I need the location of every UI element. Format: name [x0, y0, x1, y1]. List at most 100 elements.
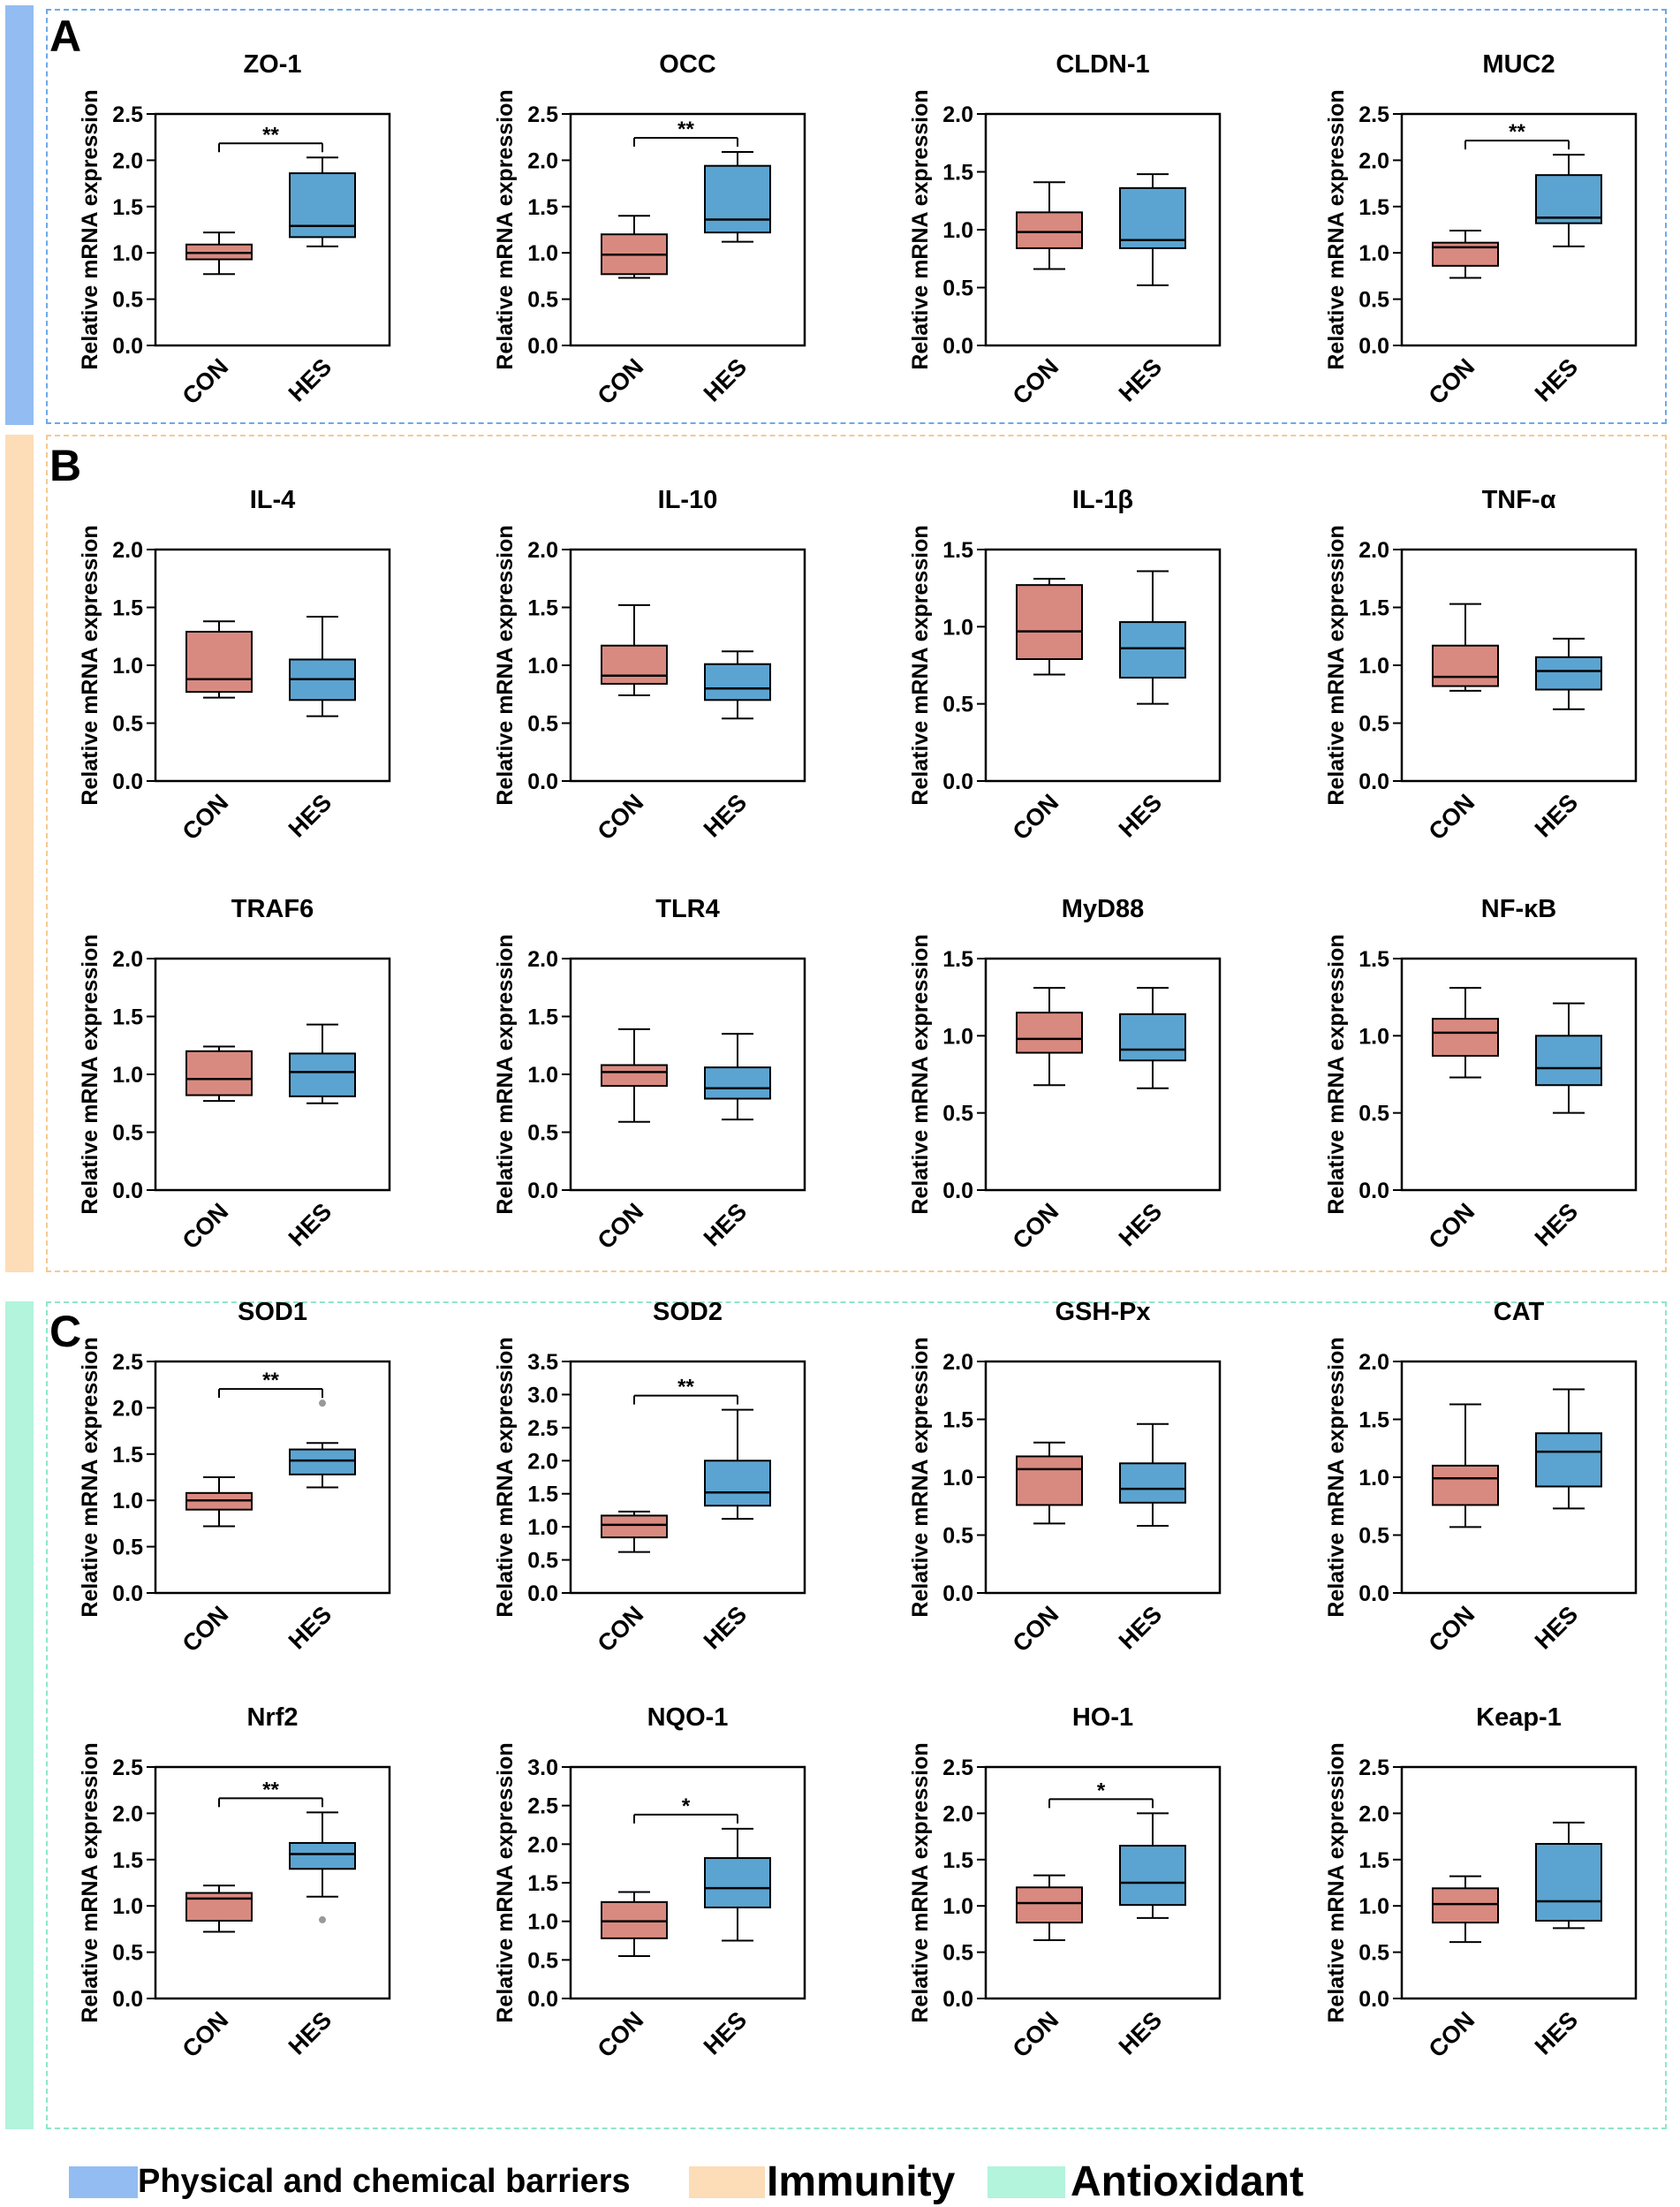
- x-tick-label-hes: HES: [699, 353, 752, 406]
- x-tick-label-hes: HES: [1114, 1601, 1167, 1654]
- sig-label: *: [1097, 1778, 1106, 1802]
- y-tick-label: 1.5: [112, 596, 143, 621]
- plot-frame: [569, 1360, 806, 1595]
- y-tick-label: 1.5: [112, 1005, 143, 1030]
- y-axis-label: Relative mRNA expression: [493, 1742, 518, 2022]
- chart-title-il-4: IL-4: [250, 486, 296, 514]
- y-tick-label: 1.0: [1358, 1894, 1389, 1919]
- y-tick-label: 0.0: [942, 770, 973, 794]
- y-axis-label: Relative mRNA expression: [908, 525, 933, 805]
- y-tick-label: 2.5: [112, 1350, 143, 1375]
- box-hes: [1119, 1845, 1186, 1907]
- y-tick-label: 2.5: [527, 1416, 558, 1441]
- plot-frame: [154, 1360, 391, 1595]
- y-tick-label: 0.0: [112, 1987, 143, 2012]
- y-tick-label: 1.5: [112, 1848, 143, 1873]
- y-axis-label: Relative mRNA expression: [493, 934, 518, 1214]
- box-hes: [1535, 1842, 1602, 1922]
- x-tick-label-hes: HES: [699, 1198, 752, 1251]
- x-tick-label-hes: HES: [284, 789, 337, 842]
- plot-frame: [984, 1765, 1222, 2000]
- y-tick-label: 1.5: [527, 1483, 558, 1507]
- y-tick-label: 0.0: [942, 1581, 973, 1606]
- panel-c-box: [46, 1301, 1667, 2129]
- box-con: [1016, 1455, 1083, 1506]
- y-axis-label: Relative mRNA expression: [908, 89, 933, 369]
- box-hes: [1535, 656, 1602, 691]
- y-tick-label: 2.5: [527, 1794, 558, 1819]
- y-tick-label: 0.0: [942, 1987, 973, 2012]
- plot-frame: [1400, 1360, 1638, 1595]
- y-tick-label: 0.0: [1358, 334, 1389, 359]
- y-tick-label: 1.0: [112, 654, 143, 679]
- y-tick-label: 0.0: [527, 770, 558, 794]
- y-tick-label: 0.0: [527, 1581, 558, 1606]
- y-tick-label: 1.5: [942, 161, 973, 186]
- y-axis-label: Relative mRNA expression: [78, 525, 102, 805]
- y-tick-label: 2.0: [527, 947, 558, 972]
- y-tick-label: 0.5: [112, 712, 143, 737]
- y-tick-label: 1.0: [1358, 654, 1389, 679]
- panel-a-box: [46, 9, 1667, 424]
- box-hes: [1119, 1462, 1186, 1504]
- y-tick-label: 1.0: [942, 615, 973, 640]
- y-tick-label: 2.0: [942, 102, 973, 127]
- y-tick-label: 0.5: [112, 1536, 143, 1560]
- legend-antioxidant-label: Antioxidant: [1071, 2158, 1304, 2205]
- y-tick-label: 0.5: [112, 1941, 143, 1966]
- y-tick-label: 0.0: [1358, 770, 1389, 794]
- legend-antioxidant-swatch: [988, 2166, 1065, 2198]
- x-tick-label-hes: HES: [699, 1601, 752, 1654]
- y-tick-label: 0.0: [1358, 1987, 1389, 2012]
- box-con: [1016, 211, 1083, 249]
- y-tick-label: 2.0: [527, 1449, 558, 1474]
- y-tick-label: 2.0: [112, 1396, 143, 1421]
- y-tick-label: 1.5: [527, 1005, 558, 1030]
- box-hes: [289, 1841, 356, 1870]
- y-tick-label: 2.5: [112, 102, 143, 127]
- y-tick-label: 0.5: [1358, 1524, 1389, 1549]
- chart-title-muc2: MUC2: [1482, 50, 1555, 79]
- y-tick-label: 0.5: [1358, 1941, 1389, 1966]
- y-tick-label: 0.5: [942, 1524, 973, 1549]
- box-hes: [704, 164, 771, 234]
- chart-title-nqo-1: NQO-1: [647, 1703, 729, 1732]
- box-con: [1432, 1018, 1499, 1058]
- sig-label: **: [262, 123, 279, 147]
- y-tick-label: 1.0: [112, 1489, 143, 1513]
- box-con: [1016, 584, 1083, 661]
- x-tick-label-hes: HES: [1530, 353, 1583, 406]
- box-con: [185, 1892, 253, 1922]
- x-tick-label-con: CON: [178, 2006, 234, 2063]
- y-tick-label: 1.0: [527, 654, 558, 679]
- chart-title-cat: CAT: [1494, 1298, 1545, 1326]
- panel-c-letter: C: [49, 1307, 82, 1356]
- panel-a-bar: [5, 5, 34, 425]
- chart-title-cldn-1: CLDN-1: [1056, 50, 1149, 79]
- chart-title-nf-b: NF-κB: [1481, 895, 1556, 923]
- x-tick-label-hes: HES: [284, 353, 337, 406]
- y-axis-label: Relative mRNA expression: [78, 1337, 102, 1617]
- box-hes: [704, 1857, 771, 1908]
- y-axis-label: Relative mRNA expression: [1324, 934, 1349, 1214]
- y-tick-label: 1.0: [112, 241, 143, 266]
- plot-frame: [569, 957, 806, 1192]
- legend-immunity-swatch: [689, 2166, 765, 2198]
- y-axis-label: Relative mRNA expression: [78, 89, 102, 369]
- x-tick-label-con: CON: [178, 1198, 234, 1255]
- y-tick-label: 0.5: [527, 288, 558, 313]
- y-tick-label: 1.0: [942, 1024, 973, 1049]
- y-tick-label: 0.5: [1358, 1102, 1389, 1126]
- x-tick-label-hes: HES: [1114, 2006, 1167, 2059]
- y-tick-label: 1.0: [1358, 1466, 1389, 1490]
- x-tick-label-hes: HES: [284, 1198, 337, 1251]
- y-tick-label: 0.5: [112, 288, 143, 313]
- y-tick-label: 1.5: [527, 1871, 558, 1896]
- sig-label: **: [262, 1778, 279, 1801]
- chart-title-nrf2: Nrf2: [246, 1703, 298, 1732]
- plot-frame: [984, 957, 1222, 1192]
- chart-title-sod1: SOD1: [238, 1298, 307, 1326]
- x-tick-label-con: CON: [593, 1198, 649, 1255]
- x-tick-label-con: CON: [593, 2006, 649, 2063]
- box-hes: [289, 1448, 356, 1475]
